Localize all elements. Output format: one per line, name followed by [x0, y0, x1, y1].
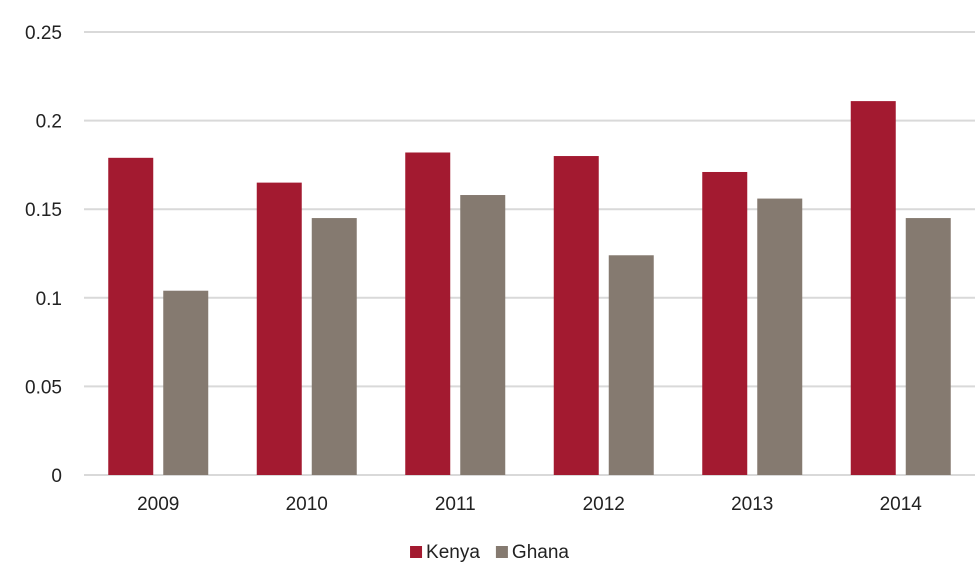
gridlines: [84, 31, 975, 476]
bar-kenya-2012: [553, 156, 599, 476]
bar-ghana-2013: [757, 198, 803, 475]
bar-ghana-2014: [905, 218, 951, 475]
x-tick-label: 2009: [137, 494, 179, 515]
y-tick-label: 0.05: [25, 377, 62, 398]
legend-item-ghana: Ghana: [495, 542, 569, 563]
bar-ghana-2012: [608, 255, 654, 475]
legend: Kenya Ghana: [410, 542, 569, 563]
bar-kenya-2009: [108, 157, 154, 475]
legend-swatch: [495, 546, 508, 558]
x-tick-label: 2010: [286, 494, 328, 515]
bar-kenya-2014: [850, 101, 896, 475]
y-axis-ticks: 0 0.05 0.1 0.15 0.2 0.25: [25, 23, 62, 487]
bar-ghana-2010: [311, 218, 357, 475]
y-tick-label: 0.15: [25, 200, 62, 221]
x-tick-label: 2011: [435, 494, 476, 515]
bar-kenya-2010: [256, 182, 302, 475]
bar-ghana-2011: [460, 195, 506, 476]
x-tick-label: 2012: [583, 494, 625, 515]
y-tick-label: 0: [51, 466, 62, 487]
legend-label: Kenya: [426, 542, 480, 563]
bar-kenya-2011: [405, 152, 451, 475]
y-tick-label: 0.2: [36, 112, 62, 133]
x-tick-label: 2013: [731, 494, 773, 515]
bars: [108, 101, 951, 476]
x-axis-ticks: 2009 2010 2011 2012 2013 2014: [137, 494, 922, 515]
legend-swatch: [410, 546, 423, 558]
y-tick-label: 0.25: [25, 23, 62, 44]
bar-ghana-2009: [163, 290, 209, 475]
legend-item-kenya: Kenya: [410, 542, 480, 563]
legend-label: Ghana: [512, 542, 569, 563]
y-tick-label: 0.1: [36, 289, 62, 310]
x-tick-label: 2014: [880, 494, 923, 515]
bar-kenya-2013: [702, 171, 748, 475]
